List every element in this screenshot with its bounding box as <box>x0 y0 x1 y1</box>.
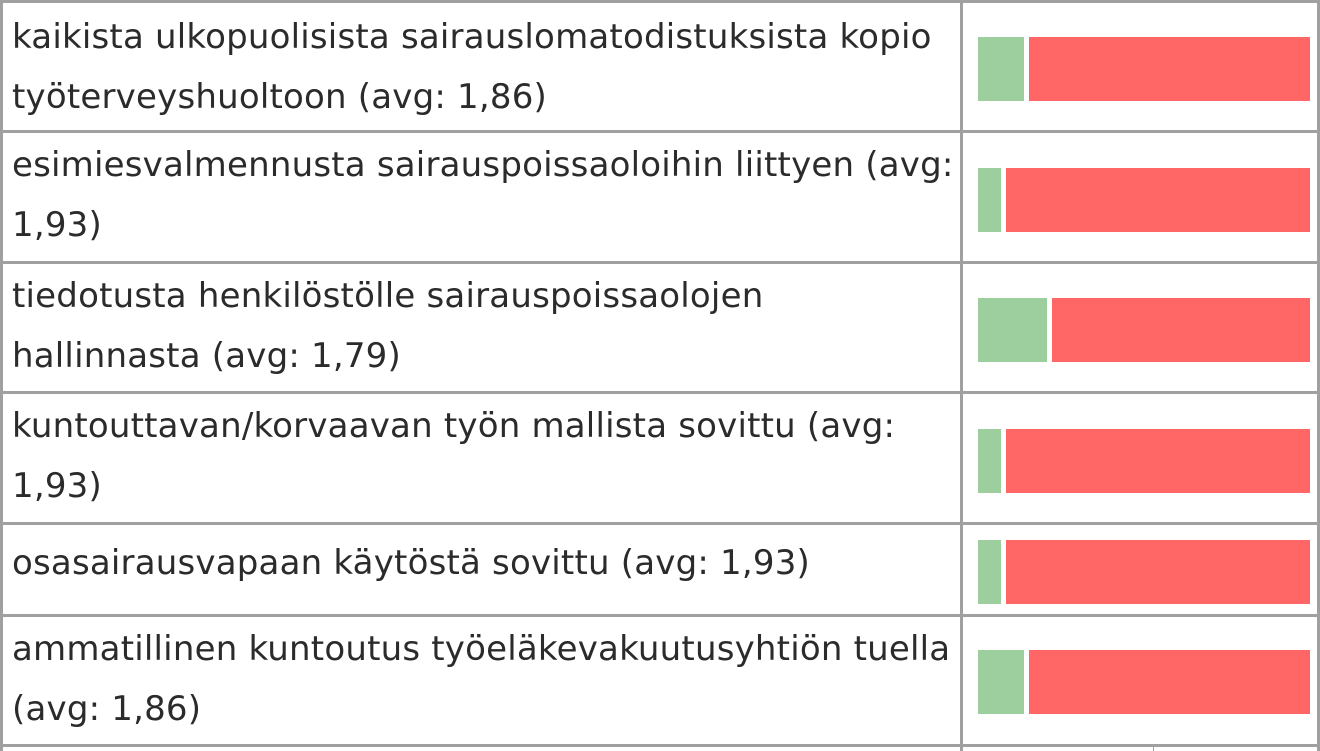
row-divider <box>0 0 1320 3</box>
table-border-left <box>0 0 3 751</box>
table-border-right <box>1317 0 1320 751</box>
row-divider <box>0 614 1320 617</box>
table-row: kaikista ulkopuolisista sairauslomatodis… <box>0 3 1320 130</box>
bar-segment-yes <box>978 168 1001 232</box>
bar-segment-no <box>1029 37 1310 101</box>
row-divider <box>0 744 1320 747</box>
stacked-bar <box>978 650 1310 714</box>
row-label: esimiesvalmennusta sairauspoissaoloihin … <box>12 145 954 245</box>
bar-segment-no <box>1006 429 1310 493</box>
stacked-bar <box>978 168 1310 232</box>
table-column-divider-short <box>1153 744 1154 751</box>
row-label: osasairausvapaan käytöstä sovittu (avg: … <box>12 543 810 583</box>
bar-segment-yes <box>978 429 1001 493</box>
table-row: tiedotusta henkilöstölle sairauspoissaol… <box>0 264 1320 391</box>
table-row: ammatillinen kuntoutus työeläkevakuutusy… <box>0 617 1320 744</box>
bar-segment-no <box>1052 298 1310 362</box>
bar-segment-yes <box>978 298 1047 362</box>
row-divider <box>0 261 1320 264</box>
table-column-divider <box>960 0 963 751</box>
row-label: kuntouttavan/korvaavan työn mallista sov… <box>12 406 896 506</box>
row-label: ammatillinen kuntoutus työeläkevakuutusy… <box>12 629 951 729</box>
bar-segment-no <box>1006 168 1310 232</box>
bar-segment-yes <box>978 37 1024 101</box>
row-label: kaikista ulkopuolisista sairauslomatodis… <box>12 17 932 117</box>
bar-segment-yes <box>978 540 1001 604</box>
table-row: esimiesvalmennusta sairauspoissaoloihin … <box>0 133 1320 261</box>
table-row: osasairausvapaan käytöstä sovittu (avg: … <box>0 525 1320 614</box>
table-row: kuntouttavan/korvaavan työn mallista sov… <box>0 394 1320 522</box>
row-divider <box>0 522 1320 525</box>
bar-segment-yes <box>978 650 1024 714</box>
stacked-bar <box>978 37 1310 101</box>
bar-segment-no <box>1006 540 1310 604</box>
stacked-bar <box>978 298 1310 362</box>
row-divider <box>0 130 1320 133</box>
row-label: tiedotusta henkilöstölle sairauspoissaol… <box>12 276 764 376</box>
stacked-bar <box>978 540 1310 604</box>
row-divider <box>0 391 1320 394</box>
stacked-bar <box>978 429 1310 493</box>
bar-segment-no <box>1029 650 1310 714</box>
